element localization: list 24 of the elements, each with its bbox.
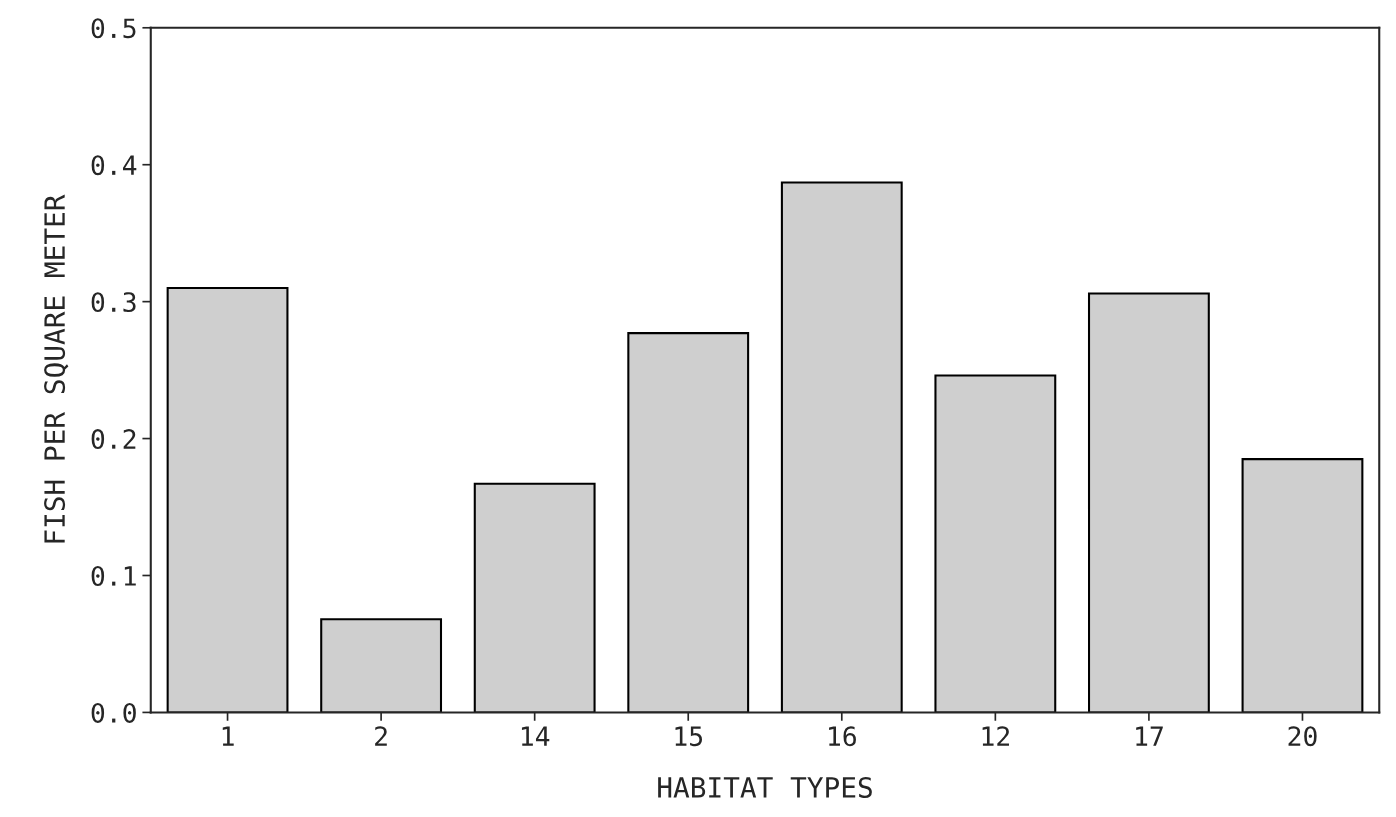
bar [1241,458,1364,713]
x-tick-label: 15 [675,726,702,747]
x-axis-title: HABITAT TYPES [658,776,872,798]
y-tick-label: 0.5 [91,18,136,39]
bar [473,482,596,713]
bar [780,181,903,713]
x-tick-label: 20 [1288,726,1317,747]
y-tick-label: 0.4 [91,155,137,176]
y-axis-title: FISH PER SQUARE METER [44,194,69,543]
x-tick-label: 2 [375,726,387,746]
bar [934,374,1057,713]
bar [1087,292,1210,713]
y-tick-label: 0.2 [91,429,136,450]
x-tick-label: 16 [829,726,856,747]
y-tick-label: 0.0 [91,702,136,723]
bar [627,332,750,713]
x-tick-label: 17 [1136,726,1163,746]
x-tick-label: 1 [222,726,234,746]
bar [166,286,289,713]
bar [320,618,443,713]
x-tick-label: 12 [982,726,1009,746]
y-tick-label: 0.3 [91,292,136,313]
x-tick-label: 14 [521,726,550,746]
y-tick-label: 0.1 [91,566,136,586]
